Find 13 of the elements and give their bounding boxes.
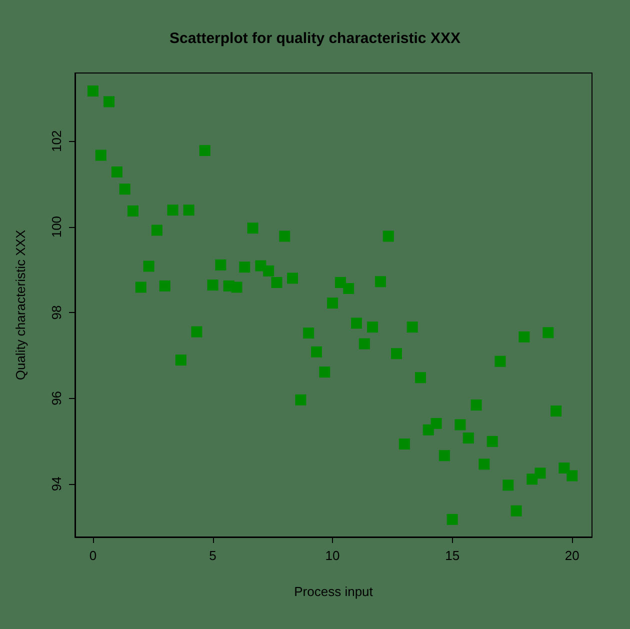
x-tick-label: 5 — [209, 548, 216, 563]
y-tick-label: 94 — [49, 476, 64, 492]
y-tick-label: 98 — [49, 305, 64, 320]
y-tick-label: 96 — [49, 390, 64, 406]
y-tick-label: 102 — [49, 130, 64, 152]
x-tick-label: 10 — [325, 548, 340, 563]
y-tick-label: 100 — [49, 216, 64, 238]
x-axis-title: Process input — [294, 584, 374, 599]
x-tick-label: 0 — [89, 548, 97, 563]
x-tick-label: 15 — [445, 548, 460, 563]
chart-title: Scatterplot for quality characteristic XXX — [170, 30, 460, 47]
x-tick-label: 20 — [564, 548, 580, 563]
y-axis-title: Quality characteristic XXX — [13, 230, 28, 380]
